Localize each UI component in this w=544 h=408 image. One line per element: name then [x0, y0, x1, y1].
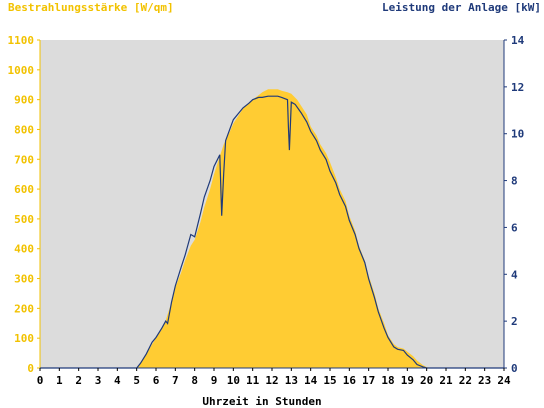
left-tick-label: 500: [14, 213, 34, 226]
right-tick-label: 4: [511, 268, 518, 281]
x-tick-label: 18: [381, 374, 394, 387]
right-axis-title: Leistung der Anlage [kW]: [382, 1, 541, 14]
left-tick-label: 300: [14, 273, 34, 286]
left-tick-label: 800: [14, 123, 34, 136]
x-tick-label: 12: [265, 374, 278, 387]
x-axis-label: Uhrzeit in Stunden: [202, 395, 321, 408]
x-tick-label: 20: [420, 374, 433, 387]
left-tick-label: 0: [27, 362, 34, 375]
right-tick-label: 14: [511, 34, 525, 47]
x-tick-label: 0: [37, 374, 44, 387]
x-tick-label: 13: [285, 374, 298, 387]
x-tick-label: 22: [459, 374, 472, 387]
x-tick-label: 15: [323, 374, 336, 387]
x-tick-label: 21: [439, 374, 453, 387]
left-tick-label: 1100: [8, 34, 35, 47]
left-tick-label: 200: [14, 302, 34, 315]
x-tick-label: 19: [401, 374, 414, 387]
left-axis-title: Bestrahlungsstärke [W/qm]: [8, 1, 174, 14]
left-tick-label: 100: [14, 332, 34, 345]
x-tick-label: 8: [191, 374, 198, 387]
right-tick-label: 8: [511, 175, 518, 188]
series-irradiance-area: [40, 89, 504, 368]
right-tick-label: 12: [511, 81, 524, 94]
left-tick-label: 600: [14, 183, 34, 196]
x-tick-label: 17: [362, 374, 375, 387]
x-tick-label: 16: [343, 374, 357, 387]
left-tick-label: 900: [14, 94, 34, 107]
left-tick-label: 400: [14, 243, 34, 256]
x-tick-label: 4: [114, 374, 121, 387]
x-tick-label: 6: [153, 374, 160, 387]
right-tick-label: 2: [511, 315, 518, 328]
x-tick-label: 24: [497, 374, 511, 387]
x-tick-label: 2: [75, 374, 82, 387]
left-tick-label: 700: [14, 153, 34, 166]
right-tick-label: 6: [511, 221, 518, 234]
right-tick-label: 0: [511, 362, 518, 375]
x-tick-label: 10: [227, 374, 240, 387]
x-tick-label: 9: [211, 374, 218, 387]
x-tick-label: 14: [304, 374, 318, 387]
x-tick-label: 23: [478, 374, 491, 387]
left-tick-label: 1000: [8, 64, 35, 77]
x-tick-label: 1: [56, 374, 63, 387]
right-tick-label: 10: [511, 128, 524, 141]
x-tick-label: 5: [133, 374, 140, 387]
x-tick-label: 7: [172, 374, 179, 387]
x-tick-label: 3: [95, 374, 102, 387]
series-power-line: [40, 95, 504, 369]
x-tick-label: 11: [246, 374, 260, 387]
